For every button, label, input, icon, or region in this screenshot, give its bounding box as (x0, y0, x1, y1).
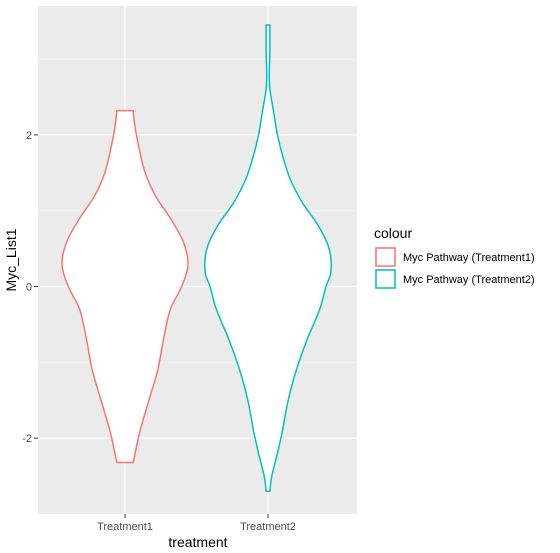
x-axis: Treatment1 Treatment2 (97, 514, 296, 533)
x-axis-title: treatment (168, 534, 227, 550)
legend-label: Myc Pathway (Treatment1) (403, 252, 535, 264)
violin-treatment2 (204, 24, 332, 493)
y-axis: -2 0 2 (22, 130, 38, 445)
legend-label: Myc Pathway (Treatment2) (403, 274, 535, 286)
legend-items: Myc Pathway (Treatment1) Myc Pathway (Tre… (375, 247, 535, 289)
violin-treatment1 (61, 109, 189, 464)
legend-title: colour (374, 225, 412, 241)
y-tick-label: 2 (26, 130, 32, 142)
legend-key (375, 247, 396, 267)
y-tick-label: -2 (22, 433, 32, 445)
violins (61, 24, 332, 493)
x-tick-label: Treatment2 (240, 521, 296, 533)
y-axis-title: Myc_List1 (3, 228, 19, 291)
legend: colour Myc Pathway (Treatment1)Myc Pathw… (374, 225, 535, 289)
y-tick-label: 0 (26, 282, 32, 294)
x-tick-label: Treatment1 (97, 521, 153, 533)
legend-key (375, 269, 396, 289)
